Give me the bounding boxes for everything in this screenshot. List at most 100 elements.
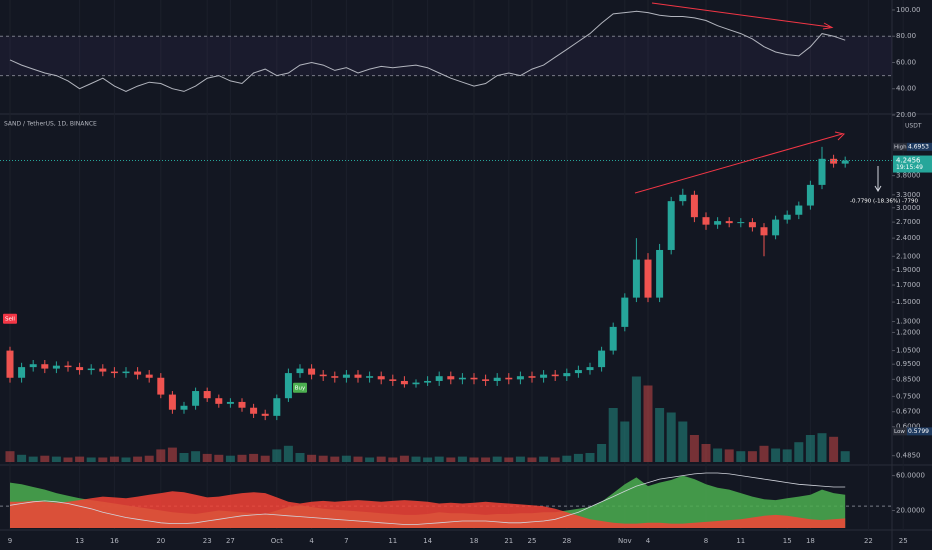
y-tick-label: 1.0500 <box>896 347 921 355</box>
candle-body <box>18 367 26 378</box>
volume-bar <box>5 451 15 462</box>
volume-bar <box>411 456 421 462</box>
candle-body <box>226 401 234 404</box>
trend-annotation <box>651 2 831 28</box>
volume-bar <box>434 456 444 462</box>
volume-bar <box>666 412 676 462</box>
x-tick-label: 4 <box>646 537 651 545</box>
volume-bar <box>318 455 328 462</box>
candle-body <box>725 221 733 224</box>
volume-bar <box>98 457 108 462</box>
y-tick-label: 60.0000 <box>896 472 925 480</box>
x-tick-label: 28 <box>562 537 571 545</box>
candle-body <box>203 391 211 399</box>
volume-bar <box>353 456 363 462</box>
volume-bar <box>805 435 815 462</box>
level-band <box>0 36 892 76</box>
price-tag-value: 0.5799 <box>908 428 929 435</box>
y-tick-label: 0.8500 <box>896 375 921 383</box>
rsi-line <box>9 10 846 92</box>
candle-body <box>667 201 675 250</box>
volume-bar <box>121 457 131 462</box>
y-tick-label: 3.0000 <box>896 204 921 212</box>
candle-body <box>644 259 652 298</box>
candle-body <box>656 249 664 298</box>
arrowhead <box>822 22 834 30</box>
volume-bar <box>225 455 235 462</box>
signal-box <box>3 313 17 324</box>
current-price-label: 4.2456 <box>896 157 921 165</box>
x-tick-label: 25 <box>528 537 537 545</box>
y-tick-label: 100.00 <box>896 6 921 14</box>
x-tick-label: 4 <box>309 537 314 545</box>
candle-body <box>134 371 142 375</box>
candle-body <box>296 368 304 374</box>
volume-bar <box>771 448 781 462</box>
price-tag-name: Low <box>894 429 905 435</box>
x-tick-label: Nov <box>618 537 632 545</box>
x-tick-label: 20 <box>156 537 165 545</box>
y-tick-label: 0.6000 <box>896 423 921 431</box>
candle-body <box>389 379 397 381</box>
x-tick-label: Oct <box>271 537 283 545</box>
x-tick-label: 11 <box>736 537 745 545</box>
candle-body <box>168 394 176 410</box>
x-tick-label: 16 <box>110 537 119 545</box>
candle-body <box>400 380 408 385</box>
y-tick-label: 0.7500 <box>896 392 921 400</box>
volume-bar <box>631 376 641 462</box>
candle-body <box>6 350 14 378</box>
volume-bar <box>365 457 375 462</box>
candle-body <box>690 194 698 218</box>
x-tick-label: 27 <box>226 537 235 545</box>
countdown-label: 19:15:49 <box>896 164 923 171</box>
arrowhead <box>834 131 845 141</box>
volume-bar <box>272 449 282 462</box>
volume-bar <box>446 457 456 462</box>
candle-body <box>377 376 385 380</box>
candle-body <box>574 370 582 374</box>
candle-body <box>516 376 524 380</box>
volume-bar <box>794 442 804 462</box>
volume-bar <box>457 456 467 462</box>
candle-body <box>412 382 420 385</box>
candle-body <box>609 326 617 351</box>
candle-body <box>830 158 838 164</box>
volume-bar <box>539 456 549 462</box>
candle-body <box>505 377 513 380</box>
volume-bar <box>40 455 50 462</box>
volume-bar <box>620 421 630 462</box>
volume-bar <box>399 455 409 462</box>
volume-bar <box>214 454 224 462</box>
candle-body <box>482 379 490 381</box>
volume-bar <box>191 451 201 462</box>
x-tick-label: 14 <box>423 537 432 545</box>
y-tick-label: 1.2000 <box>896 328 921 336</box>
candle-body <box>841 160 849 164</box>
y-tick-label: 40.00 <box>896 85 916 93</box>
volume-bar <box>597 444 607 462</box>
volume-bar <box>283 445 293 462</box>
price-tag-name: High <box>894 144 907 150</box>
candle-body <box>783 214 791 220</box>
candle-body <box>632 259 640 298</box>
x-tick-label: 11 <box>388 537 397 545</box>
candle-body <box>586 367 594 371</box>
candle-body <box>772 219 780 236</box>
y-tick-label: 0.9500 <box>896 360 921 368</box>
volume-bar <box>109 456 119 462</box>
volume-bar <box>341 455 351 462</box>
volume-bar <box>562 455 572 462</box>
candle-body <box>273 398 281 416</box>
candle-body <box>458 377 466 380</box>
y-tick-label: 1.3000 <box>896 318 921 326</box>
x-tick-label: 18 <box>806 537 815 545</box>
volume-bar <box>17 454 27 462</box>
x-tick-label: 8 <box>704 537 708 545</box>
candle-body <box>29 364 37 368</box>
chart-title: SAND / TetherUS, 1D, BINANCE <box>4 121 97 128</box>
candle-body <box>52 365 60 369</box>
price-tag-value-box <box>907 427 932 436</box>
